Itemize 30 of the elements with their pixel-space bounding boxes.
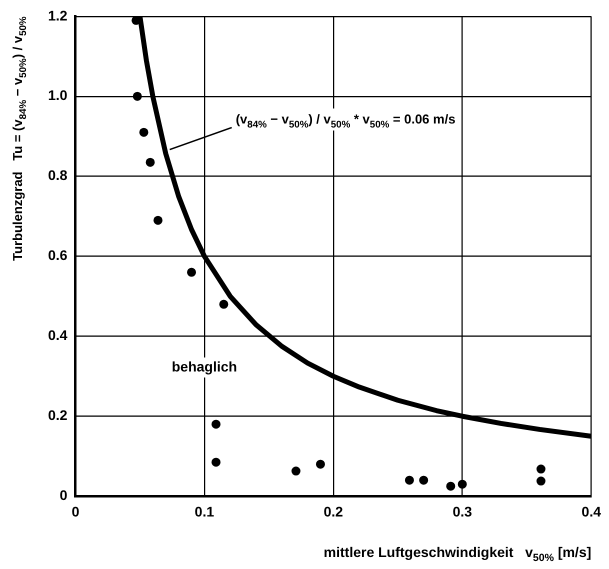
point bbox=[219, 300, 228, 309]
y-tick-label: 1.0 bbox=[48, 87, 68, 104]
point bbox=[419, 476, 428, 485]
y-tick-label: 0 bbox=[60, 487, 68, 504]
point bbox=[153, 216, 162, 225]
point bbox=[446, 482, 456, 491]
point bbox=[536, 476, 546, 486]
y-tick-label: 0.8 bbox=[48, 167, 68, 184]
point bbox=[404, 476, 414, 485]
y-tick-label: 0.6 bbox=[48, 247, 68, 264]
x-tick-label: 0.4 bbox=[582, 503, 602, 520]
x-tick-label: 0.1 bbox=[194, 503, 214, 520]
y-axis-title: Turbulenzgrad Tu = (v84% − v50%) / v50% bbox=[10, 16, 29, 261]
annotation: behaglich bbox=[172, 358, 238, 374]
point bbox=[146, 158, 155, 167]
point bbox=[212, 420, 221, 429]
point bbox=[316, 460, 325, 469]
point bbox=[458, 480, 467, 489]
y-tick-label: 0.2 bbox=[48, 407, 68, 424]
point bbox=[187, 268, 196, 277]
point bbox=[132, 92, 142, 101]
point bbox=[212, 458, 221, 467]
y-tick-label: 0.4 bbox=[48, 327, 68, 344]
point bbox=[536, 464, 546, 474]
x-tick-label: 0 bbox=[72, 503, 80, 520]
x-tick-label: 0.3 bbox=[452, 503, 472, 520]
y-tick-label: 1.2 bbox=[48, 7, 68, 24]
point bbox=[291, 466, 300, 476]
x-tick-label: 0.2 bbox=[324, 503, 344, 520]
point bbox=[139, 128, 148, 137]
